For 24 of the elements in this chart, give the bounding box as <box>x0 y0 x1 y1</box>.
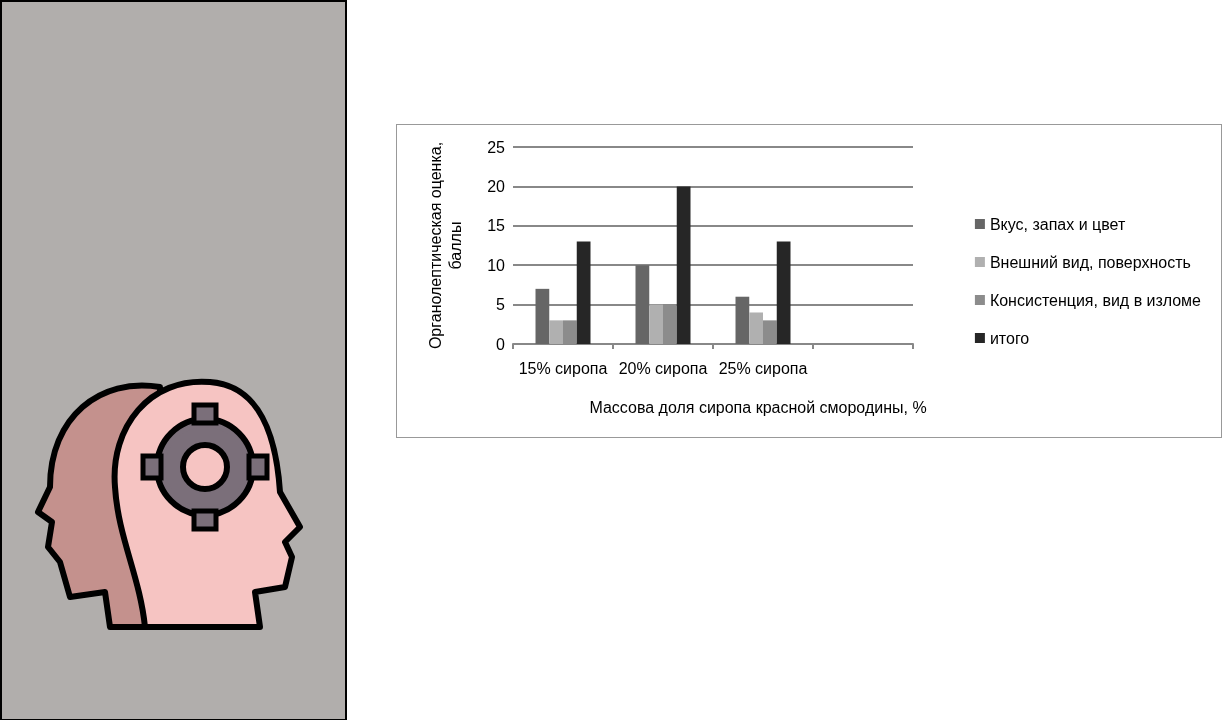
bar <box>735 296 750 344</box>
bar <box>676 186 691 344</box>
legend-label: итого <box>989 329 1030 347</box>
y-tick-label: 0 <box>496 335 506 353</box>
bar <box>649 304 663 344</box>
bar <box>635 265 650 344</box>
legend-label: Консистенция, вид в изломе <box>989 291 1202 309</box>
x-tick-label: 25% сиропа <box>718 359 808 377</box>
bar <box>535 288 550 344</box>
x-axis-title: Массова доля сиропа красной смородины, % <box>589 398 927 416</box>
y-tick-label: 5 <box>496 296 506 314</box>
x-tick-label: 20% сиропа <box>618 359 708 377</box>
bar <box>776 241 791 344</box>
y-tick-label: 15 <box>487 217 506 235</box>
x-tick-label: 15% сиропа <box>518 359 608 377</box>
bar <box>749 312 763 344</box>
bar <box>576 241 591 344</box>
legend-label: Вкус, запах и цвет <box>989 215 1126 233</box>
y-axis-title: Органолептическая оценка, баллы <box>426 141 464 350</box>
bar <box>549 320 563 344</box>
y-tick-label: 25 <box>487 138 506 156</box>
legend-label: Внешний вид, поверхность <box>989 253 1191 271</box>
y-tick-label: 10 <box>487 256 506 274</box>
y-tick-label: 20 <box>487 177 506 195</box>
